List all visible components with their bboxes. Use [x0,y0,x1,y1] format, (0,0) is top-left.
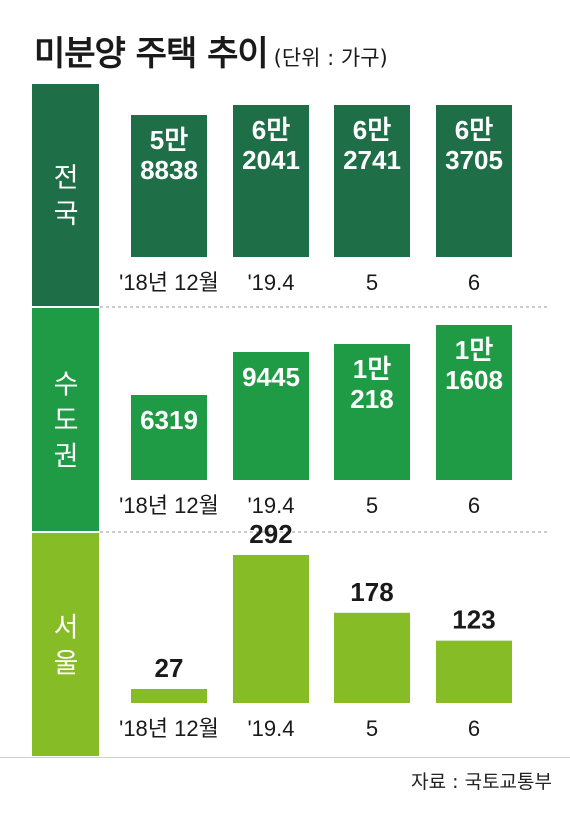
bar [436,105,512,257]
tick-label: '19.4 [247,716,294,741]
data-label: 5만 8838 [140,125,198,185]
tick-label: '18년 12월 [119,716,219,741]
data-label: 6만 2041 [242,115,300,175]
chart-title: 미분양 주택 추이 [34,34,269,74]
data-label: 292 [249,519,292,549]
data-label: 9445 [242,362,300,392]
data-label: 1만 1608 [445,335,503,395]
tick-label: 6 [468,493,480,518]
bar [131,115,207,257]
data-label: 6319 [140,405,198,435]
bar [233,105,309,257]
data-label: 178 [350,577,393,607]
tick-label: 5 [366,716,378,741]
chart-area: 전 국 5만 8838 '18년 12월 6만 2041 '19.4 6만 2741 5 6만 3705… [32,84,548,756]
tick-label: '19.4 [247,270,294,295]
bar [436,325,512,480]
chart-header: 미분양 주택 추이 (단위 : 가구) [34,26,388,75]
tick-label: '19.4 [247,493,294,518]
tick-label: '18년 12월 [119,493,219,518]
panel-2-side-band [32,308,99,531]
tick-label: 5 [366,270,378,295]
tick-label: '18년 12월 [119,270,219,295]
bar [334,105,410,257]
panel-1-side-band [32,84,99,306]
bar [436,640,512,703]
tick-label: 5 [366,493,378,518]
bar [334,344,410,480]
data-label: 6만 3705 [445,115,503,175]
unit-label: (단위 : 가구) [273,46,388,70]
bar [334,612,410,703]
tick-label: 6 [468,716,480,741]
bottom-divider [0,757,570,758]
data-label: 1만 218 [350,354,393,414]
bar [131,395,207,480]
bar [233,352,309,480]
bar [233,555,309,703]
bar [131,689,207,703]
source-label: 자료 : 국토교통부 [411,771,552,793]
data-label: 6만 2741 [343,115,401,175]
data-label: 27 [155,653,184,683]
tick-label: 6 [468,270,480,295]
data-label: 123 [452,605,495,635]
panel-3-side-band [32,533,99,756]
